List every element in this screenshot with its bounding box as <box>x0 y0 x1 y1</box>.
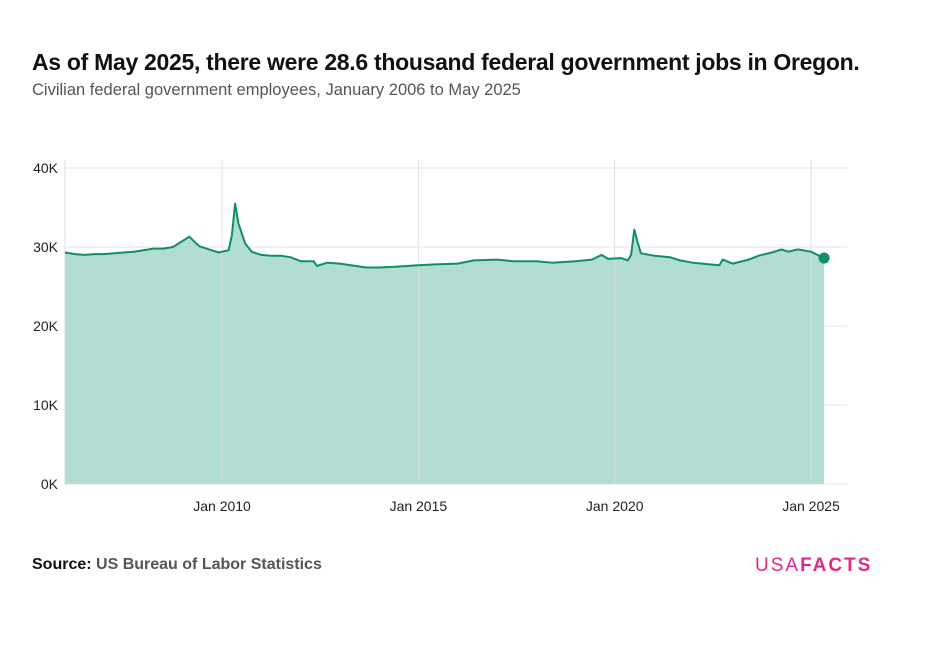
chart-subtitle: Civilian federal government employees, J… <box>32 81 521 99</box>
x-tick-label: Jan 2025 <box>782 498 840 514</box>
last-point-marker <box>818 252 830 264</box>
y-tick-label: 30K <box>33 239 59 255</box>
usafacts-logo[interactable]: USAFACTS <box>755 555 872 577</box>
source-label: Source: <box>32 556 92 573</box>
series-line <box>64 202 825 269</box>
logo-facts-text: FACTS <box>800 555 873 576</box>
y-tick-label: 20K <box>33 318 59 334</box>
y-tick-label: 0K <box>41 476 59 492</box>
source-text: US Bureau of Labor Statistics <box>96 556 322 573</box>
source-note: Source: US Bureau of Labor Statistics <box>32 556 322 574</box>
y-tick-label: 10K <box>33 397 59 413</box>
chart-title: As of May 2025, there were 28.6 thousand… <box>32 49 860 75</box>
y-tick-label: 40K <box>33 160 59 176</box>
logo-usa-text: USA <box>755 555 801 576</box>
series-area <box>65 203 825 484</box>
x-tick-label: Jan 2010 <box>193 498 251 514</box>
x-tick-label: Jan 2015 <box>390 498 448 514</box>
x-tick-label: Jan 2020 <box>586 498 644 514</box>
